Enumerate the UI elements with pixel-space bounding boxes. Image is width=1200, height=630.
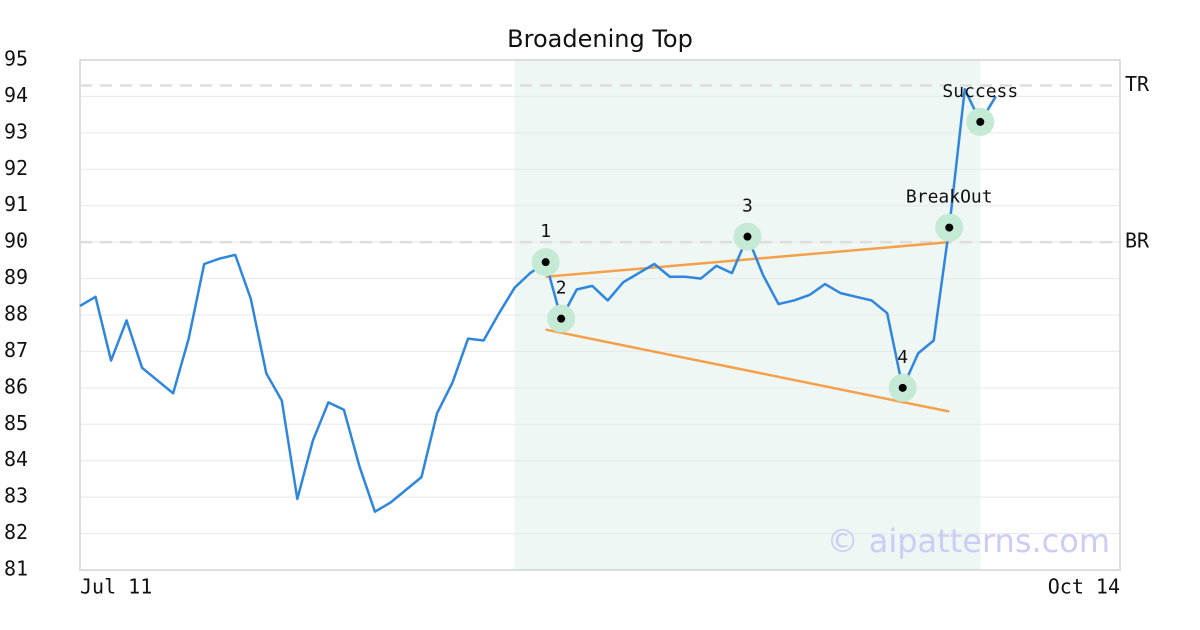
y-tick-label: 82 xyxy=(4,520,28,544)
plot-frame xyxy=(79,59,1121,571)
y-tick-label: 91 xyxy=(4,192,28,216)
y-tick-label: 90 xyxy=(4,229,28,253)
point-label: 1 xyxy=(540,221,551,242)
x-tick-label: Oct 14 xyxy=(1048,575,1120,599)
point-dot xyxy=(976,117,985,126)
point-label: 3 xyxy=(742,196,753,217)
y-tick-label: 81 xyxy=(4,557,28,581)
y-tick-label: 89 xyxy=(4,265,28,289)
reference-label: TR xyxy=(1125,72,1150,96)
point-dot xyxy=(945,223,954,232)
y-tick-label: 86 xyxy=(4,374,28,398)
point-dot xyxy=(898,383,907,392)
point-dot xyxy=(557,314,566,323)
y-tick-label: 92 xyxy=(4,156,28,180)
chart-title: Broadening Top xyxy=(507,25,693,53)
reference-label: BR xyxy=(1125,229,1150,253)
y-tick-label: 93 xyxy=(4,119,28,143)
y-tick-label: 94 xyxy=(4,83,28,107)
y-tick-label: 83 xyxy=(4,484,28,508)
trend-line xyxy=(545,240,950,278)
y-tick-label: 87 xyxy=(4,338,28,362)
point-dot xyxy=(743,232,752,241)
y-tick-label: 95 xyxy=(4,47,28,71)
point-label: 4 xyxy=(897,347,908,368)
point-label: Success xyxy=(942,81,1018,102)
point-label: BreakOut xyxy=(906,187,993,208)
point-label: 2 xyxy=(556,278,567,299)
y-tick-label: 88 xyxy=(4,302,28,326)
point-dot xyxy=(541,258,550,267)
trend-line xyxy=(545,328,950,413)
x-tick-label: Jul 11 xyxy=(80,575,152,599)
y-tick-label: 84 xyxy=(4,447,28,471)
y-tick-label: 85 xyxy=(4,411,28,435)
watermark: © aipatterns.com xyxy=(827,522,1110,560)
